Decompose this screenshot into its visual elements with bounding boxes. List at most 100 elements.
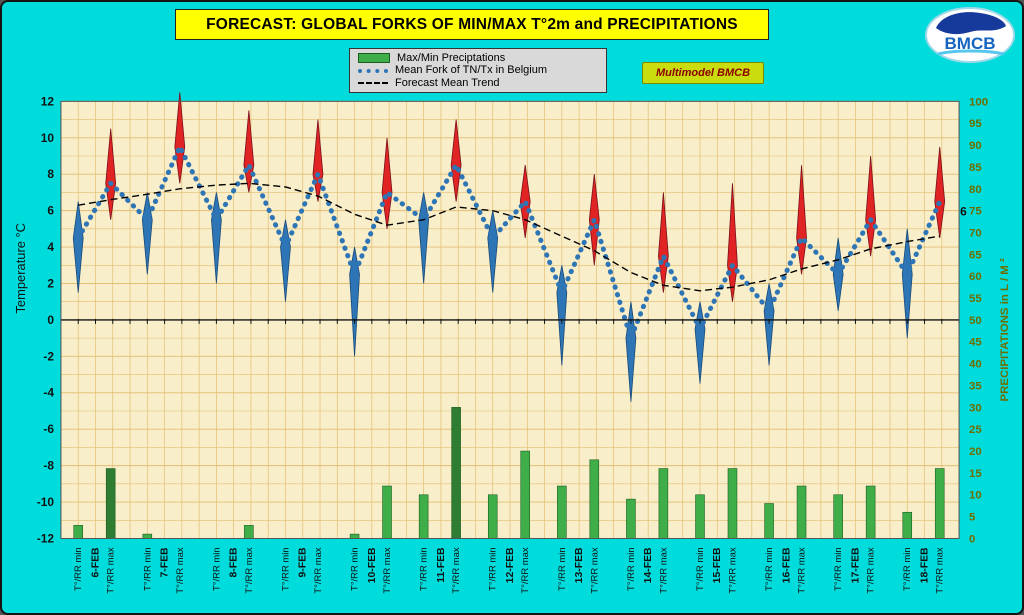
mean-fork-line [75, 144, 943, 341]
temp-tick-label: 6 [47, 204, 54, 218]
mean-fork-line-swatch [358, 68, 388, 73]
x-label-date: 18-FEB [919, 547, 930, 583]
precip-tick-label: 65 [969, 249, 982, 261]
legend-item-trend: Forecast Mean Trend [358, 76, 598, 89]
x-label-max: T°/RR max [726, 547, 737, 593]
precip-tick-label: 50 [969, 315, 982, 327]
precip-bar [451, 407, 461, 539]
precip-tick-label: 25 [969, 424, 982, 436]
x-label-min: T°/RR min [901, 547, 912, 591]
precip-tick-label: 70 [969, 227, 982, 239]
logo-wave [937, 49, 1005, 56]
x-label-max: T°/RR max [312, 547, 323, 593]
logo-text: BMCB [945, 34, 996, 53]
legend-label-trend: Forecast Mean Trend [395, 76, 500, 89]
min-fork-spike [901, 228, 913, 339]
precip-bar [727, 468, 738, 539]
x-label-min: T°/RR min [279, 547, 290, 591]
precip-tick-label: 35 [969, 380, 982, 392]
max-fork-spike [865, 155, 877, 257]
legend-label-precipitation: Max/Min Preciptations [397, 51, 506, 64]
precip-bar [244, 525, 254, 539]
x-label-date: 6-FEB [90, 547, 101, 578]
precip-bar [658, 468, 669, 539]
precip-tick-label: 20 [969, 446, 982, 458]
x-label-min: T°/RR min [141, 547, 152, 591]
plot-border [60, 100, 960, 539]
x-label-date: 16-FEB [781, 547, 792, 583]
x-label-date: 14-FEB [643, 547, 654, 583]
temp-tick-label: 12 [41, 94, 55, 108]
precip-tick-label: 95 [969, 118, 982, 130]
temp-tick-label: -2 [43, 349, 54, 363]
precip-bar [934, 468, 945, 539]
x-label-date: 8-FEB [229, 547, 240, 578]
x-label-max: T°/RR max [865, 547, 876, 593]
bmcb-logo: BMCB [924, 6, 1016, 64]
temp-tick-label: -8 [43, 459, 54, 473]
x-label-max: T°/RR max [657, 547, 668, 593]
temperature-axis-title: Temperature °C [13, 223, 28, 314]
precip-bar [418, 494, 429, 539]
precip-bar [695, 494, 705, 539]
x-label-max: T°/RR max [174, 547, 185, 593]
x-label-date: 17-FEB [850, 547, 861, 583]
precip-tick-label: 5 [969, 512, 976, 524]
max-fork-spike [796, 165, 807, 275]
bmcb-logo-graphic: BMCB [925, 7, 1015, 63]
precip-tick-label: 15 [969, 468, 982, 480]
max-fork-spike [658, 192, 669, 293]
max-fork-spike [450, 119, 462, 202]
x-label-date: 15-FEB [712, 547, 723, 583]
chart-canvas: -12 -10 -8 -6 -4 -2 0 2 4 6 8 10 12 0 5 10 15 20 25 30 35 40 4… [37, 92, 988, 594]
max-fork-spike [174, 92, 186, 184]
temp-tick-label: 0 [47, 313, 54, 327]
precip-bar [589, 459, 600, 539]
temp-tick-label: 8 [47, 167, 54, 181]
precipitation-bar-swatch [358, 53, 390, 63]
precip-tick-label: 10 [969, 490, 982, 502]
x-label-date: 12-FEB [505, 547, 516, 583]
trend-line-swatch [358, 82, 388, 84]
x-label-max: T°/RR max [381, 547, 392, 593]
x-label-date: 10-FEB [367, 547, 378, 583]
precip-bar [142, 533, 153, 539]
precip-tick-label: 80 [969, 184, 982, 196]
x-label-max: T°/RR max [105, 547, 116, 593]
x-label-date: 9-FEB [298, 547, 309, 578]
precip-bar [626, 498, 636, 539]
temp-tick-label: -12 [37, 531, 55, 545]
chart-legend: Max/Min Preciptations Mean Fork of TN/Tx… [349, 48, 607, 93]
x-label-date: 11-FEB [436, 547, 447, 583]
x-label-max: T°/RR max [450, 547, 461, 593]
temp-tick-label: 10 [41, 131, 55, 145]
precip-tick-label: 0 [969, 533, 975, 545]
precipitation-axis-title: PRECIPITATIONS in L / M ² [999, 258, 1011, 401]
precip-tick-label: 30 [969, 402, 982, 414]
multimodel-badge: Multimodel BMCB [642, 62, 764, 84]
x-label-date: 13-FEB [574, 547, 585, 583]
precip-tick-label: 90 [969, 140, 982, 152]
min-fork-spike [72, 201, 84, 293]
precip-tick-label: 45 [969, 337, 982, 349]
x-label-min: T°/RR min [487, 547, 498, 591]
precip-tick-label: 85 [969, 162, 982, 174]
precip-tick-label: 60 [969, 271, 982, 283]
x-label-min: T°/RR min [210, 547, 221, 591]
trend-line [78, 182, 940, 292]
temp-tick-label: -6 [43, 422, 54, 436]
end-value-annotation: 6 [960, 205, 967, 219]
min-fork-spike [763, 283, 775, 366]
temp-tick-label: -10 [37, 495, 55, 509]
x-label-max: T°/RR max [519, 547, 530, 593]
x-label-max: T°/RR max [243, 547, 254, 593]
max-fork-spike [105, 128, 117, 220]
precip-bar [865, 485, 876, 539]
x-label-min: T°/RR min [694, 547, 705, 591]
precip-tick-label: 75 [969, 206, 982, 218]
x-label-min: T°/RR min [418, 547, 429, 591]
precip-bar [73, 525, 83, 539]
max-fork-spike [934, 146, 946, 239]
x-label-min: T°/RR min [72, 547, 83, 591]
temp-tick-label: -4 [43, 386, 54, 400]
